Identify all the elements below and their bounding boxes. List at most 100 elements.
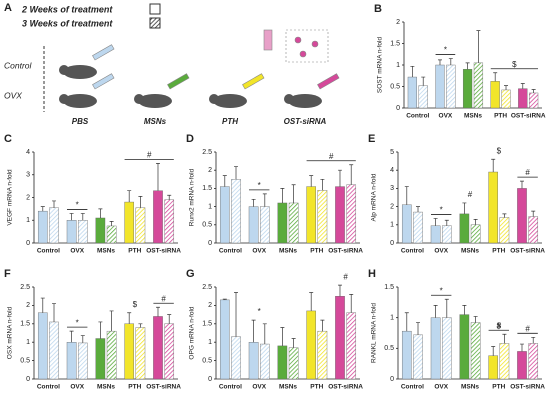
panel-letter: E [368,133,375,145]
y-tick-label: 2 [390,203,394,210]
x-tick-label: MSNs [279,384,297,391]
error-bar [448,58,453,65]
error-bar [491,346,496,356]
bar [462,69,473,109]
x-tick-label: OVX [252,384,266,391]
x-tick-label: Control [406,113,429,120]
panel-letter: A [4,2,12,14]
y-tick-label: 1.5 [390,40,400,47]
bar [306,186,317,244]
bar [153,190,163,244]
significance-mark: * [258,181,261,190]
bar [430,225,441,244]
error-bar [531,210,536,217]
x-tick-label: MSNs [464,113,482,120]
bar [277,345,288,380]
bar [470,224,481,244]
treatment-label: PBS [72,117,89,126]
y-axis-label: Alp mRNA n-fold [371,173,378,221]
error-bar [109,310,114,332]
bar [317,190,328,244]
significance-mark: * [440,206,443,215]
y-tick-label: 0.5 [20,357,30,364]
y-tick-label: 3 [26,172,30,179]
error-bar [519,180,524,189]
bar [219,299,230,380]
x-tick-label: MSNs [97,384,115,391]
bar [231,336,241,380]
error-bar [155,163,160,191]
significance-mark: $ [133,300,138,309]
bar [488,355,499,380]
x-tick-label: PTH [492,384,505,391]
bar [501,89,511,109]
error-bar [80,213,85,221]
y-tick-label: 2 [208,302,212,309]
bar [446,64,456,109]
significance-mark: $ [512,60,517,69]
panel-letter: F [4,268,11,280]
significance-mark: # [525,168,530,177]
x-tick-label: Control [219,248,242,255]
significance-mark: * [258,307,261,316]
x-tick-label: MSNs [97,248,115,255]
error-bar [531,336,536,344]
error-bar [291,184,296,203]
x-tick-label: MSNs [461,248,479,255]
y-tick-label: 2.5 [20,284,30,291]
error-bar [476,30,481,63]
legend-label: 3 Weeks of treatment [22,18,113,28]
bar [442,225,452,244]
error-bar [502,213,507,218]
bar [346,184,357,244]
x-tick-label: PTH [494,113,507,120]
error-bar [410,65,415,78]
bar [153,316,163,380]
bar [49,207,59,244]
bar [517,351,527,380]
error-bar [291,338,296,348]
bar [470,322,481,380]
bar [77,342,88,380]
error-bar [437,59,442,65]
panel-letter: G [186,268,195,280]
error-bar [222,298,227,300]
significance-mark: * [444,46,447,55]
y-axis-label: OSX mRNA n-fold [7,306,14,359]
error-bar [320,319,325,332]
legend-label: 2 Weeks of treatment [21,4,113,14]
error-bar [98,208,103,218]
bar [529,92,539,109]
bar [528,343,539,380]
bar [124,323,134,380]
bar [473,62,484,109]
x-tick-label: OVX [252,248,266,255]
error-bar [109,221,114,226]
x-tick-label: OST-siRNA [146,248,181,255]
panel-letter: C [4,133,12,145]
legend-swatch [149,3,161,15]
error-bar [404,186,409,205]
y-tick-label: 0.5 [384,345,394,352]
treatment-label: OST-siRNA [284,117,327,126]
bar [518,88,528,109]
error-bar [280,188,285,203]
bar [430,317,441,380]
error-bar [127,190,132,203]
y-tick-label: 0 [26,240,30,247]
y-tick-label: 2 [208,167,212,174]
bar [335,296,345,380]
bar [164,323,175,380]
y-tick-label: 1 [208,203,212,210]
bar [317,330,328,380]
error-bar [167,194,172,200]
significance-mark: # [468,190,473,199]
error-bar [444,219,449,226]
y-tick-label: 1.5 [202,321,212,328]
y-tick-label: 1 [390,222,394,229]
y-tick-label: 1.5 [384,284,394,291]
x-tick-label: OVX [70,248,84,255]
bar [499,343,510,380]
y-tick-label: 0 [390,376,394,383]
error-bar [167,314,172,324]
